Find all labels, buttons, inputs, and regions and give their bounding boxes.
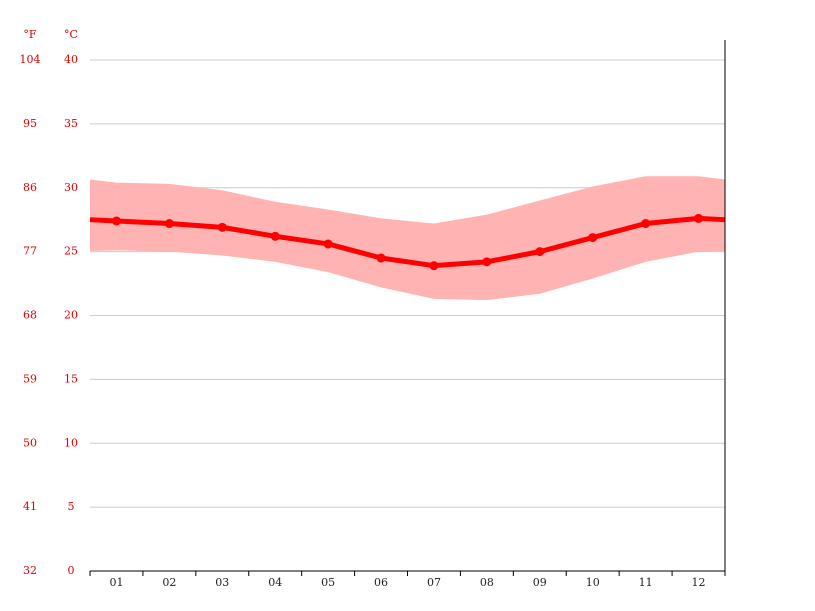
x-tick-label: 08 (480, 576, 494, 589)
y-tick-label: 25 (64, 245, 78, 258)
point (323, 239, 333, 249)
x-tick-label: 06 (374, 576, 388, 589)
y2-tick-label: 86 (23, 181, 37, 194)
y2-tick-label: 95 (23, 117, 37, 130)
point (588, 233, 598, 243)
band-wrap (698, 176, 725, 252)
y-tick-label: 40 (64, 53, 78, 66)
x-tick-label: 02 (162, 576, 176, 589)
x-tick-label: 05 (321, 576, 335, 589)
point (482, 257, 492, 267)
y2-tick-label: 104 (20, 53, 41, 66)
y-tick-label: 10 (64, 436, 78, 449)
y2-tick-label: 32 (23, 564, 37, 577)
y2-tick-label: 59 (23, 372, 37, 385)
y-tick-label: 20 (64, 309, 78, 322)
range-band (116, 176, 699, 301)
y-tick-label: 30 (64, 181, 78, 194)
point (535, 247, 545, 257)
x-tick-label: 11 (639, 576, 653, 589)
x-tick-label: 01 (109, 576, 123, 589)
point (270, 231, 280, 241)
mean-line (116, 215, 699, 269)
x-tick-label: 04 (268, 576, 282, 589)
y-unit: °C (64, 28, 78, 41)
point (429, 261, 439, 271)
point (111, 216, 121, 226)
y-tick-label: 15 (64, 372, 78, 385)
y-tick-label: 0 (68, 564, 75, 577)
y2-tick-label: 68 (23, 309, 37, 322)
y2-tick-label: 41 (23, 500, 37, 513)
x-tick-label: 09 (533, 576, 547, 589)
point (376, 253, 386, 263)
point (164, 219, 174, 229)
band-wrap (90, 179, 117, 251)
x-tick-label: 03 (215, 576, 229, 589)
point (217, 222, 227, 232)
y2-tick-label: 50 (23, 436, 37, 449)
y2-unit: °F (23, 28, 37, 41)
point (641, 219, 651, 229)
x-tick-label: 10 (586, 576, 600, 589)
point (694, 213, 704, 223)
y-tick-label: 5 (68, 500, 75, 513)
y2-tick-label: 77 (23, 245, 37, 258)
y-tick-label: 35 (64, 117, 78, 130)
x-tick-label: 12 (692, 576, 706, 589)
x-tick-label: 07 (427, 576, 441, 589)
